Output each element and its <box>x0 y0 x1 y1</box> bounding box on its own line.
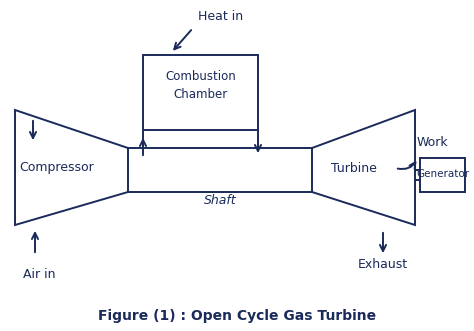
Bar <box>420 158 465 192</box>
Text: Shaft: Shaft <box>204 194 237 207</box>
Text: Work: Work <box>417 136 448 150</box>
Text: Compressor: Compressor <box>19 162 94 174</box>
Text: Combustion
Chamber: Combustion Chamber <box>165 70 236 101</box>
Text: Heat in: Heat in <box>199 10 244 23</box>
Text: Air in: Air in <box>23 268 55 281</box>
Text: Turbine: Turbine <box>331 162 377 174</box>
Text: Generator: Generator <box>416 169 469 179</box>
Text: Figure (1) : Open Cycle Gas Turbine: Figure (1) : Open Cycle Gas Turbine <box>98 309 376 323</box>
Bar <box>143 55 258 130</box>
Text: Exhaust: Exhaust <box>358 258 408 271</box>
